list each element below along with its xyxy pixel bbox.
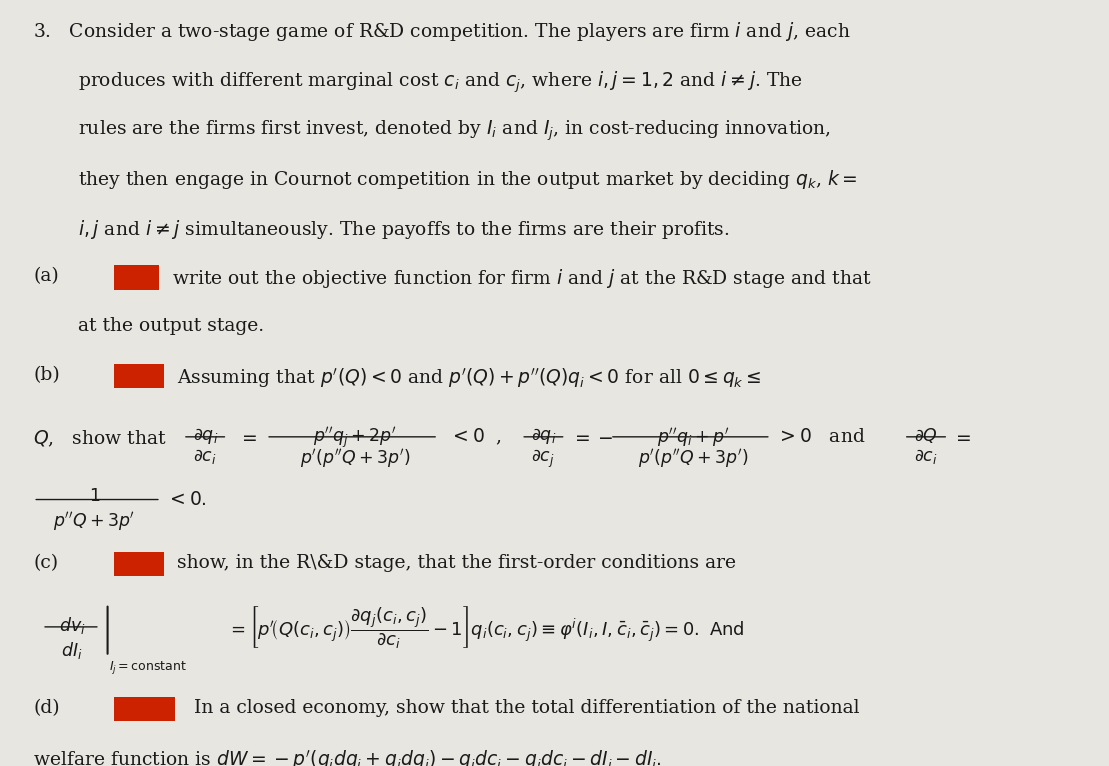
Text: $\partial c_j$: $\partial c_j$ bbox=[531, 447, 556, 470]
Text: $p'(p''Q+3p')$: $p'(p''Q+3p')$ bbox=[299, 447, 410, 470]
Text: (a): (a) bbox=[33, 267, 59, 285]
Text: $=$: $=$ bbox=[952, 428, 970, 446]
Text: (b): (b) bbox=[33, 366, 60, 385]
FancyBboxPatch shape bbox=[114, 698, 175, 722]
Text: $dv_i$: $dv_i$ bbox=[59, 615, 85, 636]
Text: $p''q_j+2p'$: $p''q_j+2p'$ bbox=[313, 426, 397, 451]
Text: (d): (d) bbox=[33, 699, 60, 718]
FancyBboxPatch shape bbox=[114, 365, 164, 388]
Text: Assuming that $p'(Q) < 0$ and $p'(Q) + p''(Q)q_i < 0$ for all $0 \leq q_k \leq$: Assuming that $p'(Q) < 0$ and $p'(Q) + p… bbox=[177, 366, 762, 390]
Text: show, in the R\&D stage, that the first-order conditions are: show, in the R\&D stage, that the first-… bbox=[177, 555, 736, 572]
Text: $1$: $1$ bbox=[89, 488, 100, 506]
FancyBboxPatch shape bbox=[114, 552, 164, 576]
Text: $p''Q+3p'$: $p''Q+3p'$ bbox=[53, 510, 135, 533]
Text: $\partial q_i$: $\partial q_i$ bbox=[193, 426, 217, 446]
Text: $I_j{=}\mathrm{constant}$: $I_j{=}\mathrm{constant}$ bbox=[109, 659, 186, 676]
Text: rules are the firms first invest, denoted by $I_i$ and $I_j$, in cost-reducing i: rules are the firms first invest, denote… bbox=[78, 119, 831, 143]
Text: $\partial c_i$: $\partial c_i$ bbox=[914, 447, 938, 466]
Text: $< 0.$: $< 0.$ bbox=[166, 490, 207, 509]
Text: they then engage in Cournot competition in the output market by deciding $q_k$, : they then engage in Cournot competition … bbox=[78, 169, 857, 192]
Text: $< 0$  ,: $< 0$ , bbox=[449, 427, 502, 447]
Text: In a closed economy, show that the total differentiation of the national: In a closed economy, show that the total… bbox=[194, 699, 859, 718]
Text: (c): (c) bbox=[33, 555, 59, 572]
Text: $i, j$ and $i \neq j$ simultaneously. The payoffs to the firms are their profits: $i, j$ and $i \neq j$ simultaneously. Th… bbox=[78, 218, 730, 241]
Text: $= \left[p'\!\left(Q(c_i, c_j)\right)\dfrac{\partial q_j(c_i,c_j)}{\partial c_i}: $= \left[p'\!\left(Q(c_i, c_j)\right)\df… bbox=[227, 604, 745, 650]
Text: $\partial Q$: $\partial Q$ bbox=[914, 426, 938, 444]
Text: $\partial q_i$: $\partial q_i$ bbox=[531, 426, 556, 446]
Text: at the output stage.: at the output stage. bbox=[78, 316, 264, 335]
Text: write out the objective function for firm $i$ and $j$ at the R&D stage and that: write out the objective function for fir… bbox=[172, 267, 872, 290]
Text: $p''q_i+p'$: $p''q_i+p'$ bbox=[657, 426, 730, 449]
Text: produces with different marginal cost $c_i$ and $c_j$, where $i, j = 1, 2$ and $: produces with different marginal cost $c… bbox=[78, 69, 803, 95]
Text: 3.   Consider a two-stage game of R&D competition. The players are firm $i$ and : 3. Consider a two-stage game of R&D comp… bbox=[33, 20, 851, 43]
Text: $p'(p''Q+3p')$: $p'(p''Q+3p')$ bbox=[638, 447, 749, 470]
Text: welfare function is $dW = -p'(q_i dq_i + q_j dq_j) - q_i dc_i - q_j dc_j - dI_i : welfare function is $dW = -p'(q_i dq_i +… bbox=[33, 749, 662, 766]
Text: $Q$,   show that: $Q$, show that bbox=[33, 429, 167, 449]
Text: $\partial c_i$: $\partial c_i$ bbox=[193, 447, 217, 466]
FancyBboxPatch shape bbox=[114, 265, 159, 290]
Text: $dI_i$: $dI_i$ bbox=[61, 640, 83, 661]
Text: $> 0$   and: $> 0$ and bbox=[776, 428, 866, 446]
Text: $=$: $=$ bbox=[238, 428, 257, 446]
Text: $= -$: $= -$ bbox=[571, 428, 613, 446]
